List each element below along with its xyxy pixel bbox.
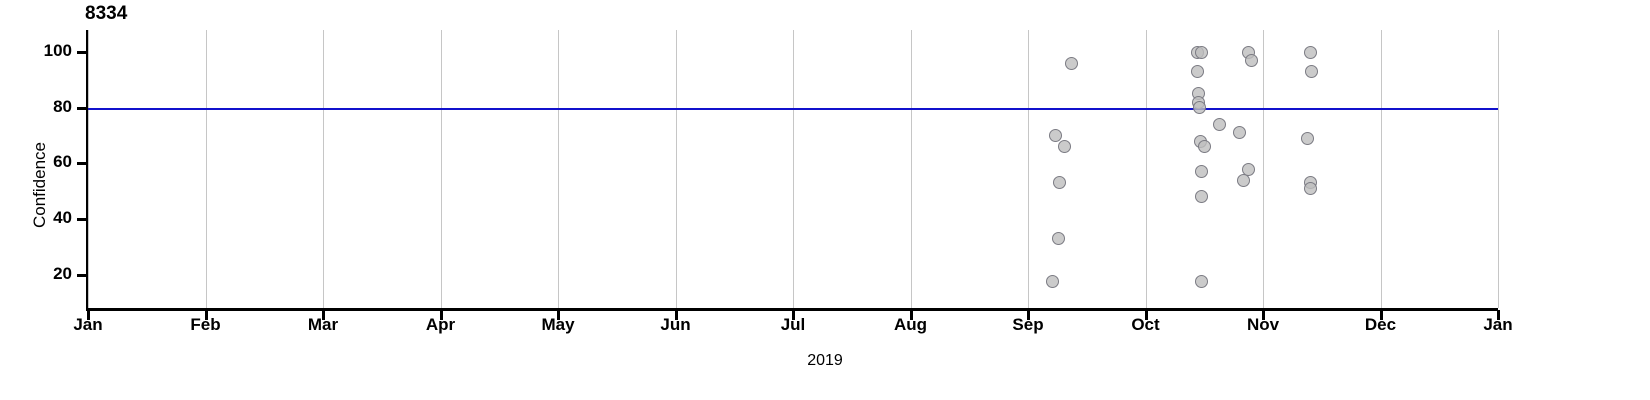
gridline-sep-8 (1028, 30, 1029, 308)
data-point[interactable] (1244, 54, 1258, 68)
y-tick-40 (77, 218, 87, 222)
x-tick-label-jan-0: Jan (73, 315, 103, 334)
x-tick-6 (792, 310, 795, 320)
y-tick-20 (77, 273, 87, 277)
gridline-apr-3 (440, 30, 442, 308)
y-tick-80 (77, 106, 87, 110)
gridline-jul-6 (793, 30, 794, 308)
data-point[interactable] (1301, 131, 1315, 145)
data-point[interactable] (1213, 118, 1227, 132)
data-point[interactable] (1046, 275, 1060, 289)
y-tick-100 (77, 51, 87, 55)
x-tick-label-nov-10: Nov (1246, 315, 1280, 334)
x-tick-label-apr-3: Apr (425, 315, 456, 334)
data-point[interactable] (1236, 173, 1250, 187)
chart-title: 8334 (85, 3, 128, 24)
x-axis-title: 2019 (807, 352, 843, 369)
x-tick-4 (557, 310, 560, 320)
y-tick-label-80: 80 (53, 96, 72, 116)
x-tick-3 (439, 310, 443, 320)
x-tick-label-jun-5: Jun (660, 315, 691, 334)
x-tick-label-aug-7: Aug (893, 315, 928, 334)
gridline-dec-11 (1380, 30, 1382, 308)
gridline-feb-1 (205, 30, 207, 308)
gridline-mar-2 (323, 30, 324, 308)
gridline-oct-9 (1145, 30, 1147, 308)
y-tick-label-100: 100 (43, 41, 72, 61)
gridline-may-4 (558, 30, 559, 308)
gridline-jun-5 (675, 30, 677, 308)
x-axis-line (86, 308, 1498, 311)
data-point[interactable] (1233, 126, 1246, 140)
gridline-nov-10 (1263, 30, 1264, 308)
gridline-aug-7 (910, 30, 912, 308)
x-tick-label-may-4: May (541, 315, 575, 334)
x-tick-label-oct-9: Oct (1131, 315, 1160, 334)
x-tick-9 (1144, 310, 1148, 320)
data-point[interactable] (1195, 165, 1209, 179)
x-tick-label-feb-1: Feb (190, 315, 221, 334)
gridline-jan-0 (88, 30, 89, 308)
x-tick-5 (674, 310, 678, 320)
data-point[interactable] (1052, 232, 1066, 245)
x-tick-label-jul-6: Jul (780, 315, 806, 334)
y-tick-60 (77, 162, 87, 166)
plot-area (88, 30, 1499, 308)
x-tick-11 (1379, 310, 1383, 320)
data-point[interactable] (1195, 45, 1209, 59)
data-point[interactable] (1197, 140, 1211, 154)
data-point[interactable] (1242, 162, 1256, 176)
data-point[interactable] (1195, 275, 1209, 289)
data-point[interactable] (1048, 129, 1062, 143)
data-point[interactable] (1303, 45, 1317, 59)
y-tick-label-60: 60 (53, 152, 72, 172)
x-tick-label-mar-2: Mar (307, 315, 339, 334)
x-tick-10 (1262, 310, 1265, 320)
y-tick-label-40: 40 (53, 208, 72, 228)
data-point[interactable] (1193, 101, 1207, 115)
data-point[interactable] (1064, 56, 1078, 70)
data-point[interactable] (1195, 190, 1209, 204)
x-tick-8 (1027, 310, 1030, 320)
gridline-jan-12 (1498, 30, 1499, 308)
x-tick-2 (322, 310, 325, 320)
data-point[interactable] (1303, 181, 1317, 195)
y-tick-label-20: 20 (53, 263, 72, 283)
x-tick-0 (87, 310, 90, 320)
data-point[interactable] (1304, 65, 1318, 79)
x-tick-7 (909, 310, 913, 320)
data-point[interactable] (1053, 176, 1067, 190)
reference-line (88, 107, 1498, 110)
data-point[interactable] (1057, 140, 1071, 154)
x-tick-12 (1497, 310, 1500, 320)
x-tick-1 (204, 310, 208, 320)
y-axis-line (86, 30, 89, 310)
data-point[interactable] (1190, 65, 1204, 79)
x-tick-label-sep-8: Sep (1012, 315, 1044, 334)
x-tick-label-dec-11: Dec (1364, 315, 1397, 334)
x-tick-label-jan-12: Jan (1483, 315, 1513, 334)
